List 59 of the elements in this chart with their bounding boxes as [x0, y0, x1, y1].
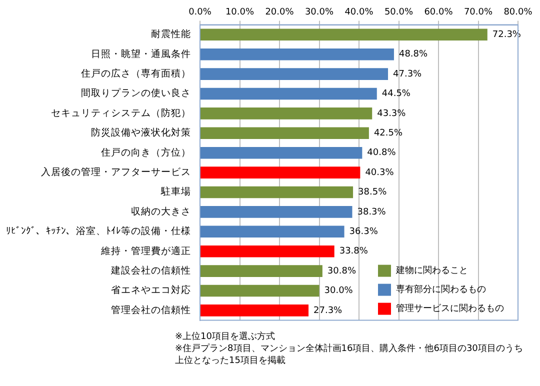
x-tick-label: 70.0%: [464, 8, 493, 18]
data-label: 38.5%: [358, 188, 388, 198]
y-tick-label: 省エネやエコ対応: [111, 284, 191, 296]
x-tick-label: 30.0%: [304, 8, 334, 18]
bar: [200, 226, 344, 238]
bar: [200, 186, 354, 198]
x-tick-label: 20.0%: [265, 8, 294, 18]
data-label: 33.8%: [339, 246, 368, 257]
text: 上位となった15項目を掲載: [175, 355, 286, 367]
data-label: 48.8%: [398, 50, 428, 60]
bar: [200, 28, 488, 41]
y-tick-label: セキュリティシステム（防犯）: [51, 106, 191, 119]
x-tick-label: 10.0%: [225, 8, 254, 18]
data-label: 38.3%: [357, 207, 386, 218]
data-label: 40.8%: [367, 148, 396, 158]
bar: [200, 304, 309, 316]
y-tick-label: 日照・眺望・通風条件: [91, 48, 191, 60]
data-label: 30.0%: [324, 286, 354, 296]
data-label: 30.8%: [327, 266, 356, 276]
bar: [200, 265, 322, 277]
y-tick-label: 収納の大きさ: [131, 205, 191, 218]
bar: [200, 127, 369, 140]
y-tick-label: 管理会社の信頼性: [111, 304, 191, 316]
x-tick-label: 80.0%: [504, 8, 533, 18]
bar: [200, 245, 334, 258]
legend-label: 管理サービスに関わるもの: [396, 303, 504, 314]
y-tick-label: 駐車場: [160, 186, 191, 198]
bar: [200, 284, 320, 297]
y-tick-label: 建設会社の信頼性: [110, 264, 191, 277]
x-tick-label: 40.0%: [344, 8, 374, 18]
bar: [200, 68, 388, 80]
x-tick-label: 0.0%: [188, 8, 212, 18]
bar: [200, 88, 377, 100]
x-tick-label: 60.0%: [424, 8, 454, 18]
text: ※上位10項目を選ぶ方式: [175, 331, 276, 343]
legend-label: 建物に関わること: [395, 265, 468, 276]
data-label: 42.5%: [374, 128, 403, 138]
legend-label: 専有部分に関わるもの: [396, 284, 486, 296]
y-tick-label: 住戸の向き（方位）: [101, 146, 191, 158]
text: ※住戸プラン8項目、マンション全体計画16項目、購入条件・他6項目の30項目のうち: [175, 343, 523, 355]
data-label: 40.3%: [365, 168, 394, 178]
y-tick-label: 住戸の広さ（専有面積）: [81, 68, 191, 80]
data-label: 27.3%: [314, 306, 343, 316]
bar: [200, 108, 372, 120]
bar: [200, 146, 362, 159]
x-tick-label: 50.0%: [384, 8, 414, 18]
bar: [200, 48, 394, 60]
y-tick-label: 間取りプランの使い良さ: [81, 87, 191, 100]
y-tick-label: ﾘﾋﾞﾝｸﾞ、ｷｯﾁﾝ、浴室、ﾄｲﾚ等の設備・仕様: [6, 225, 191, 238]
bar: [200, 206, 352, 218]
bar: [200, 166, 360, 178]
y-tick-label: 入居後の管理・アフターサービス: [41, 166, 191, 178]
y-tick-label: 維持・管理費が適正: [100, 244, 191, 257]
data-label: 44.5%: [382, 89, 411, 100]
y-tick-label: 耐震性能: [151, 28, 191, 40]
data-label: 36.3%: [349, 226, 378, 237]
y-tick-label: 防災設備や液状化対策: [91, 126, 191, 139]
data-label: 47.3%: [393, 69, 422, 80]
data-label: 43.3%: [377, 108, 406, 119]
